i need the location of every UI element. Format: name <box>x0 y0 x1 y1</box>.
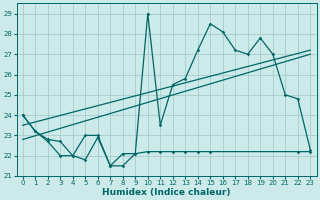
X-axis label: Humidex (Indice chaleur): Humidex (Indice chaleur) <box>102 188 231 197</box>
